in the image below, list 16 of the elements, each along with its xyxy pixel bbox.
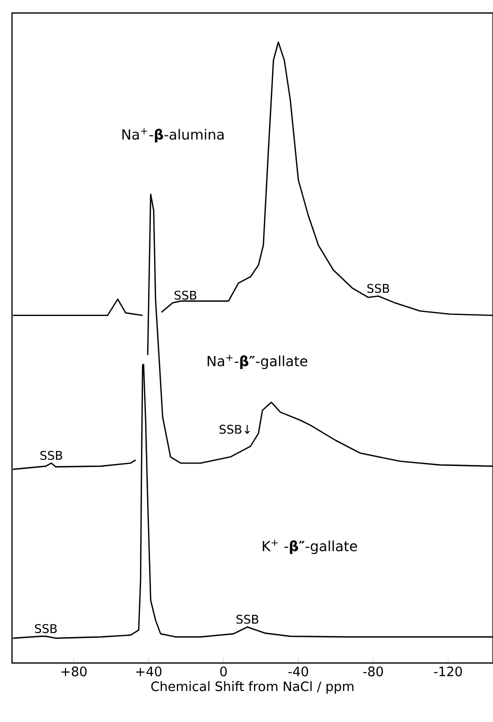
annotation: SSB <box>34 624 57 634</box>
annotation: SSB <box>367 284 390 293</box>
x-tick-label: -40 <box>288 666 308 676</box>
x-tick-label: +80 <box>61 666 87 676</box>
annotation: SSB↓ <box>220 424 250 434</box>
x-tick-label: -120 <box>434 666 462 676</box>
annotation: Na$^{+}$-β″-gallate <box>208 354 308 370</box>
annotation: Na$^{+}$-β-alumina <box>122 128 224 142</box>
x-axis-title: Chemical Shift from NaCl / ppm <box>151 681 354 694</box>
annotation: SSB <box>174 290 196 300</box>
annotation: K$^{+}$ -β″-gallate <box>262 540 358 554</box>
x-tick-label: -80 <box>363 666 383 676</box>
annotation: SSB <box>236 614 258 624</box>
x-tick-label: 0 <box>220 666 227 676</box>
x-tick-label: +40 <box>136 666 162 676</box>
annotation: SSB <box>40 450 62 460</box>
